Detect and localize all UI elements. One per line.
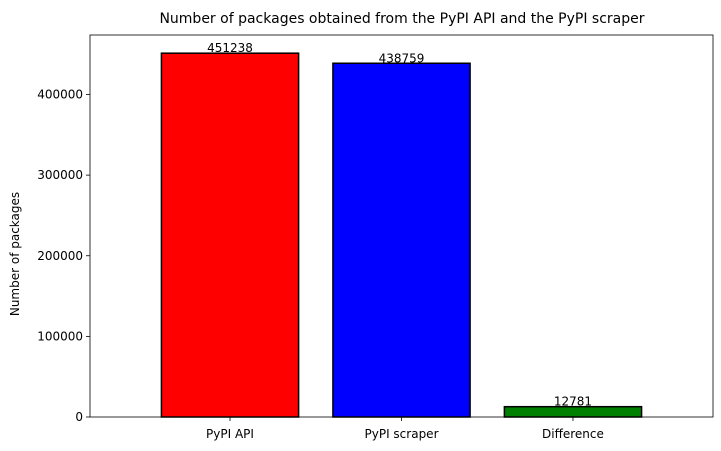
y-axis: 0 100000 200000 300000 400000 [37,88,90,424]
data-label: 451238 [207,41,253,55]
data-label: 12781 [554,395,592,409]
bars-group [160,52,643,418]
x-tick-label: Difference [542,427,604,441]
x-axis: PyPI API PyPI scraper Difference [206,417,604,441]
y-tick-label: 300000 [37,168,83,182]
x-tick-label: PyPI scraper [365,427,439,441]
y-tick-label: 400000 [37,88,83,102]
x-tick-label: PyPI API [206,427,254,441]
y-axis-label: Number of packages [8,192,22,316]
y-tick-label: 200000 [37,249,83,263]
data-label: 438759 [379,51,425,65]
data-labels-group: 451238 438759 12781 [207,41,592,409]
y-tick-label: 0 [75,410,83,424]
bar-pypi-api [160,52,300,418]
y-tick-label: 100000 [37,329,83,343]
chart-title: Number of packages obtained from the PyP… [159,11,644,27]
bar-pypi-scraper [332,62,471,418]
